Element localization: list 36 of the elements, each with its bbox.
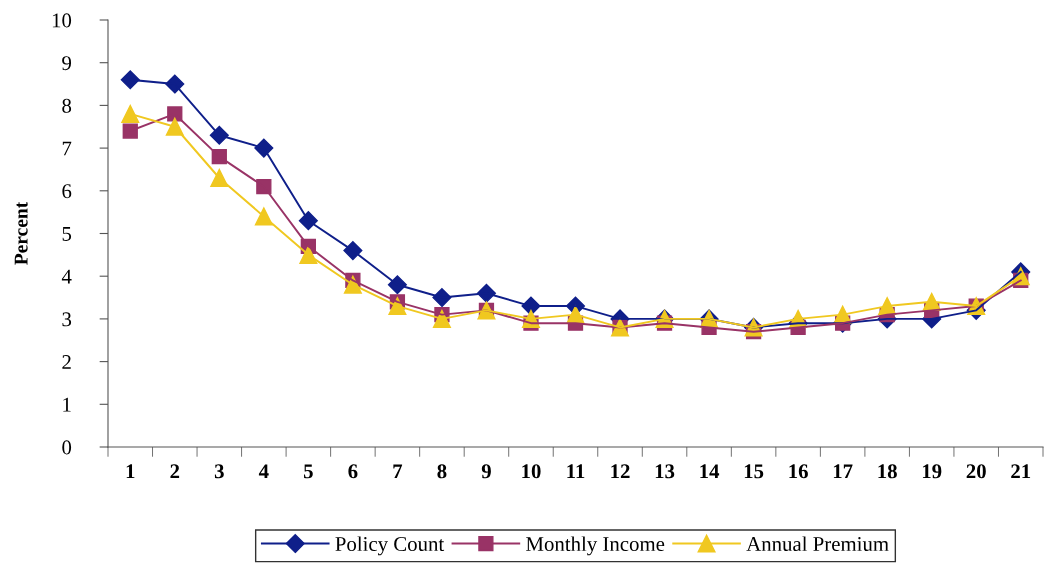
- x-tick-label: 5: [303, 464, 313, 479]
- y-tick-label: 8: [62, 98, 72, 113]
- x-tick-label: 18: [878, 464, 897, 479]
- x-tick-label: 16: [789, 464, 808, 479]
- x-tick-label: 13: [655, 464, 675, 479]
- y-tick-label: 6: [62, 184, 72, 199]
- x-tick-label: 1: [126, 464, 135, 479]
- x-tick-label: 7: [393, 464, 403, 479]
- x-tick-label: 21: [1011, 464, 1031, 479]
- legend-label: Policy Count: [335, 536, 445, 556]
- y-tick-label: 0: [62, 440, 72, 455]
- x-tick-label: 2: [170, 464, 180, 479]
- y-tick-label: 10: [52, 13, 72, 28]
- x-tick-label: 12: [611, 464, 630, 479]
- x-tick-label: 17: [833, 464, 853, 479]
- x-tick-label: 20: [966, 464, 986, 479]
- x-tick-label: 4: [258, 464, 269, 479]
- x-tick-label: 10: [522, 464, 541, 479]
- x-tick-label: 9: [481, 464, 491, 479]
- y-tick-label: 9: [62, 56, 72, 71]
- x-tick-label: 8: [437, 464, 447, 479]
- y-tick-label: 2: [62, 355, 71, 369]
- x-tick-label: 3: [214, 464, 224, 479]
- y-tick-label: 4: [61, 269, 72, 284]
- x-tick-label: 14: [700, 464, 720, 479]
- x-tick-label: 11: [567, 464, 585, 479]
- x-tick-label: 6: [348, 464, 358, 479]
- y-tick-label: 3: [62, 312, 72, 327]
- x-tick-label: 19: [922, 464, 942, 479]
- legend-label: Monthly Income: [526, 536, 665, 556]
- y-axis-title: Percent: [14, 201, 28, 265]
- x-tick-label: 15: [744, 464, 764, 479]
- legend-label: Annual Premium: [746, 536, 889, 552]
- y-tick-label: 7: [62, 141, 72, 156]
- y-tick-label: 5: [62, 227, 72, 241]
- y-tick-label: 1: [63, 397, 71, 412]
